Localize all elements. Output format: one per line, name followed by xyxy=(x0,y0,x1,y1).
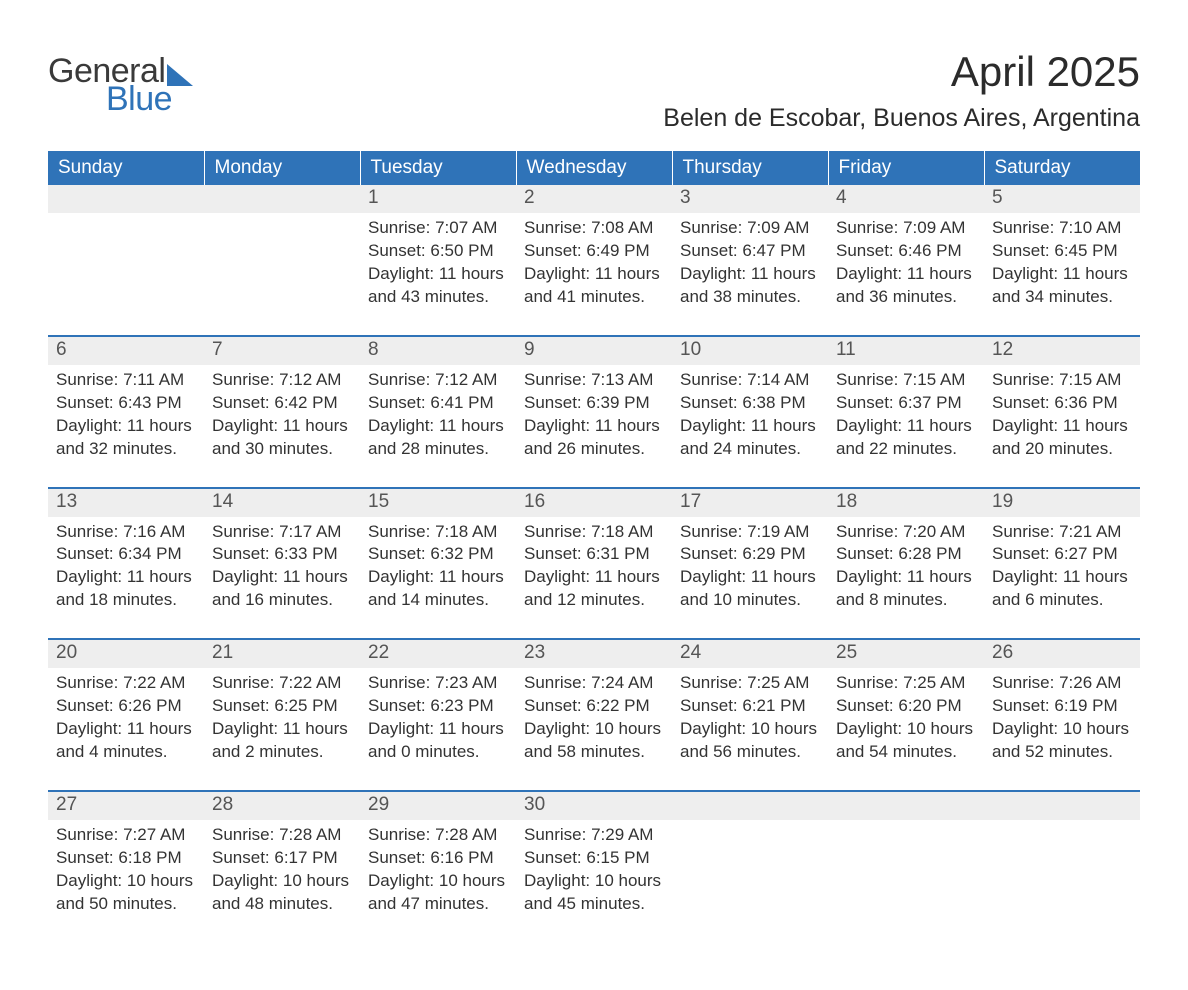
week-number-row: 20212223242526 xyxy=(48,639,1140,668)
day-number xyxy=(984,792,1140,820)
day-content: Sunrise: 7:15 AM Sunset: 6:37 PM Dayligh… xyxy=(828,365,984,487)
day-content: Sunrise: 7:27 AM Sunset: 6:18 PM Dayligh… xyxy=(48,820,204,942)
day-content: Sunrise: 7:13 AM Sunset: 6:39 PM Dayligh… xyxy=(516,365,672,487)
day-content: Sunrise: 7:15 AM Sunset: 6:36 PM Dayligh… xyxy=(984,365,1140,487)
week-content-row: Sunrise: 7:16 AM Sunset: 6:34 PM Dayligh… xyxy=(48,517,1140,640)
day-number: 6 xyxy=(48,337,204,365)
day-content: Sunrise: 7:11 AM Sunset: 6:43 PM Dayligh… xyxy=(48,365,204,487)
day-content: Sunrise: 7:29 AM Sunset: 6:15 PM Dayligh… xyxy=(516,820,672,942)
day-content: Sunrise: 7:22 AM Sunset: 6:25 PM Dayligh… xyxy=(204,668,360,790)
day-header: Thursday xyxy=(672,151,828,185)
day-content xyxy=(984,820,1140,940)
day-number: 2 xyxy=(516,185,672,213)
day-number: 10 xyxy=(672,337,828,365)
week-content-row: Sunrise: 7:22 AM Sunset: 6:26 PM Dayligh… xyxy=(48,668,1140,791)
day-number: 19 xyxy=(984,489,1140,517)
page-title: April 2025 xyxy=(663,48,1140,96)
logo: General Blue xyxy=(48,48,193,116)
day-header: Tuesday xyxy=(360,151,516,185)
day-content: Sunrise: 7:25 AM Sunset: 6:21 PM Dayligh… xyxy=(672,668,828,790)
day-content: Sunrise: 7:21 AM Sunset: 6:27 PM Dayligh… xyxy=(984,517,1140,639)
day-number: 16 xyxy=(516,489,672,517)
day-content: Sunrise: 7:19 AM Sunset: 6:29 PM Dayligh… xyxy=(672,517,828,639)
header: General Blue April 2025 Belen de Escobar… xyxy=(48,48,1140,133)
week-number-row: 6789101112 xyxy=(48,336,1140,365)
day-content: Sunrise: 7:10 AM Sunset: 6:45 PM Dayligh… xyxy=(984,213,1140,335)
title-block: April 2025 Belen de Escobar, Buenos Aire… xyxy=(663,48,1140,133)
day-content: Sunrise: 7:26 AM Sunset: 6:19 PM Dayligh… xyxy=(984,668,1140,790)
day-content: Sunrise: 7:22 AM Sunset: 6:26 PM Dayligh… xyxy=(48,668,204,790)
week-number-row: 13141516171819 xyxy=(48,488,1140,517)
day-content: Sunrise: 7:16 AM Sunset: 6:34 PM Dayligh… xyxy=(48,517,204,639)
day-content: Sunrise: 7:28 AM Sunset: 6:16 PM Dayligh… xyxy=(360,820,516,942)
day-header: Wednesday xyxy=(516,151,672,185)
day-number: 23 xyxy=(516,640,672,668)
day-content: Sunrise: 7:09 AM Sunset: 6:47 PM Dayligh… xyxy=(672,213,828,335)
day-number: 8 xyxy=(360,337,516,365)
day-number xyxy=(48,185,204,213)
day-content xyxy=(48,213,204,333)
day-number: 1 xyxy=(360,185,516,213)
day-header: Sunday xyxy=(48,151,204,185)
day-number xyxy=(204,185,360,213)
day-content: Sunrise: 7:18 AM Sunset: 6:31 PM Dayligh… xyxy=(516,517,672,639)
week-content-row: Sunrise: 7:27 AM Sunset: 6:18 PM Dayligh… xyxy=(48,820,1140,942)
calendar-body: 12345Sunrise: 7:07 AM Sunset: 6:50 PM Da… xyxy=(48,185,1140,942)
day-content xyxy=(204,213,360,333)
day-number: 3 xyxy=(672,185,828,213)
day-number: 13 xyxy=(48,489,204,517)
day-content: Sunrise: 7:28 AM Sunset: 6:17 PM Dayligh… xyxy=(204,820,360,942)
day-content: Sunrise: 7:12 AM Sunset: 6:42 PM Dayligh… xyxy=(204,365,360,487)
day-number: 25 xyxy=(828,640,984,668)
day-number: 21 xyxy=(204,640,360,668)
day-number: 5 xyxy=(984,185,1140,213)
calendar-header-row: SundayMondayTuesdayWednesdayThursdayFrid… xyxy=(48,151,1140,185)
week-number-row: 27282930 xyxy=(48,791,1140,820)
day-number: 22 xyxy=(360,640,516,668)
day-number: 24 xyxy=(672,640,828,668)
calendar-table: SundayMondayTuesdayWednesdayThursdayFrid… xyxy=(48,151,1140,942)
day-number: 18 xyxy=(828,489,984,517)
day-content: Sunrise: 7:09 AM Sunset: 6:46 PM Dayligh… xyxy=(828,213,984,335)
day-header: Friday xyxy=(828,151,984,185)
day-content: Sunrise: 7:18 AM Sunset: 6:32 PM Dayligh… xyxy=(360,517,516,639)
week-content-row: Sunrise: 7:07 AM Sunset: 6:50 PM Dayligh… xyxy=(48,213,1140,336)
day-number: 4 xyxy=(828,185,984,213)
day-content: Sunrise: 7:23 AM Sunset: 6:23 PM Dayligh… xyxy=(360,668,516,790)
day-header: Monday xyxy=(204,151,360,185)
day-number: 17 xyxy=(672,489,828,517)
day-content: Sunrise: 7:17 AM Sunset: 6:33 PM Dayligh… xyxy=(204,517,360,639)
day-number: 7 xyxy=(204,337,360,365)
logo-word-2: Blue xyxy=(48,82,193,116)
week-number-row: 12345 xyxy=(48,185,1140,213)
day-content: Sunrise: 7:08 AM Sunset: 6:49 PM Dayligh… xyxy=(516,213,672,335)
day-number: 15 xyxy=(360,489,516,517)
day-header: Saturday xyxy=(984,151,1140,185)
day-content xyxy=(828,820,984,940)
day-content: Sunrise: 7:14 AM Sunset: 6:38 PM Dayligh… xyxy=(672,365,828,487)
day-number: 28 xyxy=(204,792,360,820)
week-content-row: Sunrise: 7:11 AM Sunset: 6:43 PM Dayligh… xyxy=(48,365,1140,488)
day-number: 30 xyxy=(516,792,672,820)
location: Belen de Escobar, Buenos Aires, Argentin… xyxy=(663,104,1140,133)
day-number: 26 xyxy=(984,640,1140,668)
day-number: 20 xyxy=(48,640,204,668)
day-number: 27 xyxy=(48,792,204,820)
day-number: 9 xyxy=(516,337,672,365)
day-content xyxy=(672,820,828,940)
day-number: 29 xyxy=(360,792,516,820)
day-content: Sunrise: 7:24 AM Sunset: 6:22 PM Dayligh… xyxy=(516,668,672,790)
day-content: Sunrise: 7:12 AM Sunset: 6:41 PM Dayligh… xyxy=(360,365,516,487)
day-content: Sunrise: 7:07 AM Sunset: 6:50 PM Dayligh… xyxy=(360,213,516,335)
day-number: 14 xyxy=(204,489,360,517)
day-content: Sunrise: 7:20 AM Sunset: 6:28 PM Dayligh… xyxy=(828,517,984,639)
day-content: Sunrise: 7:25 AM Sunset: 6:20 PM Dayligh… xyxy=(828,668,984,790)
day-number xyxy=(828,792,984,820)
day-number: 12 xyxy=(984,337,1140,365)
day-number xyxy=(672,792,828,820)
day-number: 11 xyxy=(828,337,984,365)
